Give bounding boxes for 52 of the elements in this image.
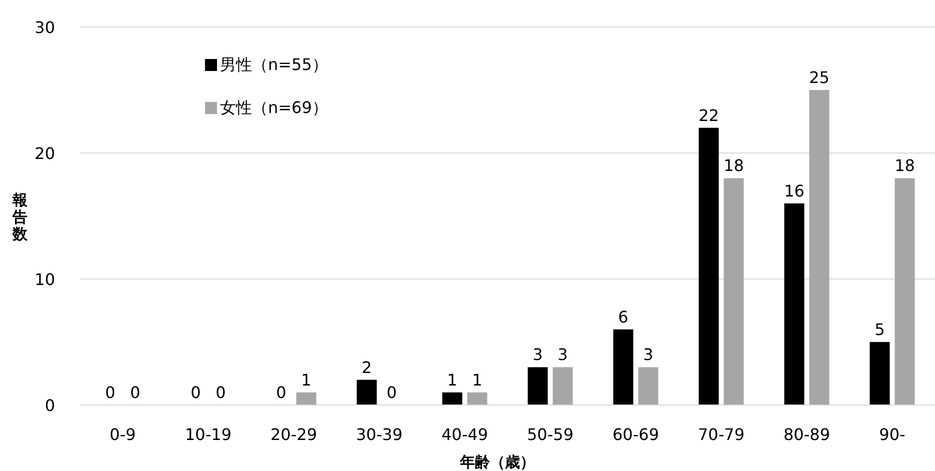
data-label: 2 <box>362 358 372 377</box>
data-label: 6 <box>618 307 628 326</box>
bar <box>698 128 719 405</box>
data-label: 25 <box>809 68 830 87</box>
ytick: 20 <box>34 144 55 163</box>
data-label: 3 <box>643 345 654 364</box>
data-label: 3 <box>532 345 543 364</box>
data-label: 18 <box>894 156 915 176</box>
bar <box>809 90 830 405</box>
bar <box>870 342 890 405</box>
ytick: 30 <box>34 18 55 37</box>
bar <box>296 392 316 405</box>
data-label: 18 <box>724 156 744 176</box>
bar <box>724 178 744 405</box>
bar <box>894 178 915 405</box>
data-label: 0 <box>130 383 140 402</box>
data-label: 0 <box>386 383 397 402</box>
legend-label: 男性（n=55） <box>220 55 328 74</box>
ytick: 0 <box>44 396 55 415</box>
data-label: 1 <box>301 370 312 390</box>
legend-label: 女性（n=69） <box>220 98 328 117</box>
data-label: 0 <box>276 383 286 402</box>
data-label: 5 <box>874 320 885 339</box>
x-tick-label: 60-69 <box>612 425 659 444</box>
bar <box>442 392 462 405</box>
data-label: 22 <box>698 106 719 125</box>
data-label: 1 <box>447 370 458 390</box>
x-tick-label: 80-89 <box>784 425 830 444</box>
bar <box>613 329 634 405</box>
data-label: 0 <box>190 383 201 402</box>
data-label: 0 <box>105 383 116 402</box>
bar <box>467 392 488 405</box>
x-tick-label: 20-29 <box>270 425 317 444</box>
x-tick-label: 30-39 <box>356 425 402 444</box>
x-tick-label: 10-19 <box>185 425 232 444</box>
x-tick-label: 70-79 <box>698 425 744 444</box>
bar <box>552 367 573 405</box>
bar <box>356 380 377 405</box>
x-tick-label: 50-59 <box>527 425 574 444</box>
ytick: 10 <box>34 270 55 289</box>
bar <box>528 367 548 405</box>
x-tick-label: 40-49 <box>442 425 488 444</box>
data-label: 3 <box>558 345 568 364</box>
bar <box>784 203 804 405</box>
x-axis-title: 年齢（歳） <box>459 453 535 471</box>
x-tick-label: 90- <box>879 425 906 444</box>
x-tick-label: 0-9 <box>110 425 136 444</box>
data-label: 0 <box>216 383 226 402</box>
y-axis-title: 報告数 <box>12 191 28 243</box>
bar <box>638 367 658 405</box>
data-label: 1 <box>472 370 482 390</box>
data-label: 16 <box>784 181 804 200</box>
